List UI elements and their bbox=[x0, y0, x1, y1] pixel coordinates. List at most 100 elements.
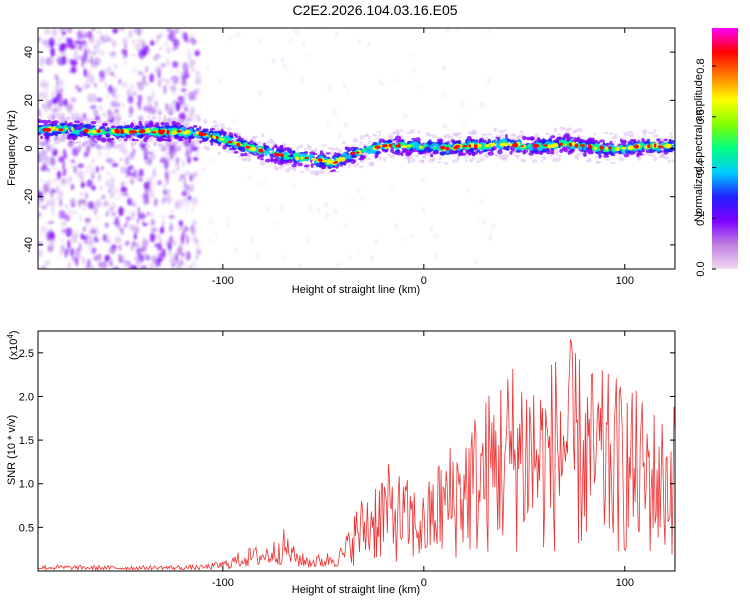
ridge-blob bbox=[367, 136, 372, 140]
noise-blob bbox=[186, 237, 189, 243]
ridge-blob bbox=[609, 132, 614, 135]
ridge-blob bbox=[582, 147, 587, 151]
ridge-blob bbox=[599, 145, 604, 150]
ridge-blob bbox=[498, 130, 504, 134]
ridge-blob bbox=[418, 152, 424, 155]
ridge-blob bbox=[267, 148, 273, 152]
ridge-blob bbox=[628, 134, 635, 138]
ridge-blob bbox=[407, 158, 410, 164]
ridge-blob bbox=[97, 128, 101, 133]
snr-ytick-label: 1.0 bbox=[19, 479, 34, 491]
ridge-blob bbox=[527, 144, 533, 147]
noise-blob bbox=[161, 248, 166, 259]
noise-blob bbox=[133, 91, 137, 96]
noise-blob bbox=[258, 38, 262, 43]
noise-blob bbox=[147, 156, 153, 166]
noise-blob bbox=[40, 226, 47, 232]
ridge-blob bbox=[356, 151, 360, 154]
noise-blob bbox=[39, 178, 45, 183]
noise-blob bbox=[45, 142, 49, 146]
noise-blob bbox=[186, 155, 191, 164]
noise-blob bbox=[90, 105, 97, 110]
ridge-blob bbox=[137, 132, 141, 135]
noise-blob bbox=[325, 213, 329, 218]
noise-blob bbox=[135, 243, 140, 249]
noise-blob bbox=[93, 48, 100, 55]
ridge-blob bbox=[258, 148, 264, 153]
noise-blob bbox=[411, 53, 414, 59]
ridge-blob bbox=[431, 143, 438, 146]
ridge-blob bbox=[624, 149, 631, 154]
noise-blob bbox=[430, 226, 433, 232]
noise-blob bbox=[113, 99, 120, 103]
ridge-blob bbox=[409, 128, 416, 134]
ridge-blob bbox=[199, 140, 202, 144]
noise-blob bbox=[110, 174, 115, 184]
ridge-blob bbox=[223, 133, 226, 137]
noise-blob bbox=[103, 34, 110, 43]
ridge-blob bbox=[222, 146, 227, 150]
noise-blob bbox=[102, 203, 109, 208]
noise-blob bbox=[86, 258, 91, 269]
ridge-blob bbox=[314, 147, 318, 153]
noise-blob bbox=[143, 150, 150, 155]
ridge-blob bbox=[233, 151, 239, 154]
ridge-blob bbox=[240, 153, 246, 157]
ridge-blob bbox=[543, 144, 548, 147]
noise-blob bbox=[103, 67, 109, 76]
ridge-blob bbox=[586, 159, 590, 163]
noise-blob bbox=[250, 238, 253, 243]
noise-blob bbox=[78, 87, 82, 92]
noise-blob bbox=[50, 198, 55, 208]
noise-blob bbox=[420, 84, 423, 90]
noise-blob bbox=[130, 179, 134, 185]
noise-blob bbox=[141, 220, 145, 224]
noise-blob bbox=[152, 90, 155, 99]
noise-blob bbox=[144, 160, 149, 165]
noise-blob bbox=[162, 219, 165, 229]
noise-blob bbox=[134, 257, 138, 263]
noise-blob bbox=[158, 32, 164, 38]
ridge-blob bbox=[506, 147, 510, 151]
noise-blob bbox=[95, 216, 100, 222]
ridge-blob bbox=[95, 124, 101, 128]
noise-blob bbox=[337, 262, 340, 267]
ridge-blob bbox=[72, 130, 76, 134]
noise-blob bbox=[54, 94, 60, 103]
ridge-blob bbox=[52, 131, 56, 135]
noise-blob bbox=[46, 156, 51, 165]
ridge-blob bbox=[663, 156, 670, 160]
ridge-blob bbox=[602, 141, 606, 146]
noise-blob bbox=[53, 43, 61, 47]
noise-blob bbox=[56, 80, 60, 87]
noise-blob bbox=[133, 28, 140, 35]
noise-blob bbox=[91, 28, 95, 32]
noise-blob bbox=[82, 112, 87, 121]
noise-blob bbox=[94, 226, 100, 237]
ridge-blob bbox=[171, 141, 176, 144]
ridge-blob bbox=[346, 148, 351, 152]
ridge-blob bbox=[173, 130, 177, 133]
snr-frame bbox=[37, 330, 676, 572]
ridge-blob bbox=[665, 143, 671, 146]
noise-blob bbox=[171, 76, 174, 81]
noise-blob bbox=[137, 178, 143, 182]
ridge-blob bbox=[484, 144, 490, 148]
noise-blob bbox=[191, 197, 198, 205]
noise-blob bbox=[410, 233, 413, 239]
noise-blob bbox=[175, 101, 181, 112]
noise-blob bbox=[165, 78, 169, 85]
noise-blob bbox=[193, 156, 199, 161]
noise-blob bbox=[165, 103, 169, 112]
ridge-blob bbox=[541, 156, 547, 158]
noise-blob bbox=[118, 244, 122, 251]
ridge-blob bbox=[122, 128, 129, 133]
noise-blob bbox=[103, 234, 107, 242]
noise-blob bbox=[90, 265, 95, 269]
ridge-blob bbox=[406, 151, 412, 156]
noise-blob bbox=[105, 181, 110, 188]
noise-blob bbox=[77, 199, 81, 208]
ridge-blob bbox=[219, 123, 226, 126]
ridge-blob bbox=[636, 138, 643, 141]
ridge-blob bbox=[359, 140, 363, 144]
